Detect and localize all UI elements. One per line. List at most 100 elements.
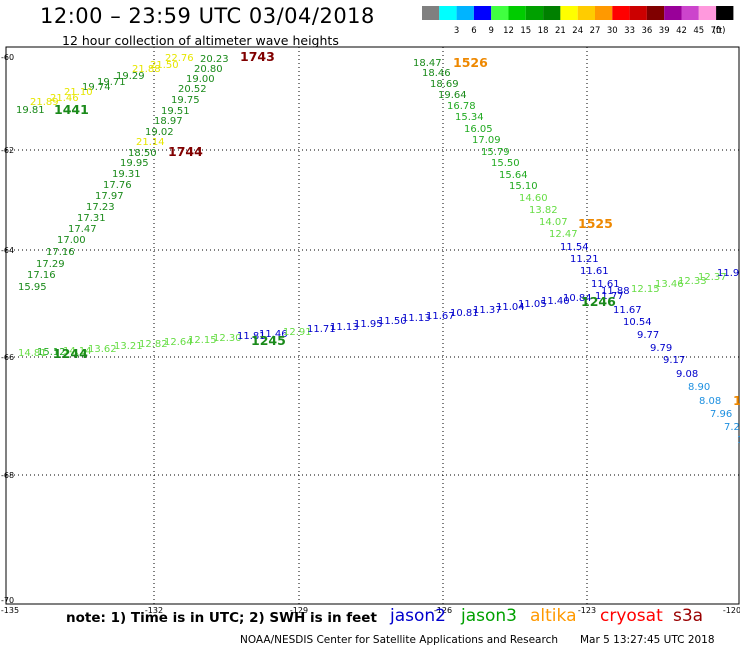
swh-label: 7.2 (724, 422, 740, 433)
swh-label: 18.46 (422, 68, 451, 79)
credit-line: NOAA/NESDIS Center for Satellite Applica… (240, 634, 558, 646)
legend-label: 27 (590, 26, 601, 36)
latitude-label: -60 (1, 53, 14, 62)
legend-swatch (456, 6, 474, 20)
swh-label: 12.30 (213, 333, 242, 344)
legend-label: 12 (503, 26, 514, 36)
swh-label: 20.80 (194, 64, 223, 75)
legend-label: 42 (676, 26, 687, 36)
swh-label: 18.47 (413, 58, 442, 69)
swh-label: 14.14 (63, 346, 92, 357)
swh-label: 15.50 (491, 158, 520, 169)
swh-label: 9.08 (676, 369, 698, 380)
swh-label: 19.00 (186, 74, 215, 85)
longitude-label: -129 (290, 606, 308, 615)
latitude-label: -62 (1, 146, 14, 155)
longitude-label: -135 (1, 606, 19, 615)
swh-label: 15.34 (455, 112, 484, 123)
swh-label: 12.15 (188, 335, 217, 346)
color-legend: 3 6 9 12 15 18 21 24 27 30 33 36 39 42 45 70(ft) (422, 6, 734, 36)
legend-label: 30 (607, 26, 618, 36)
swh-label: 12.64 (164, 337, 193, 348)
swh-label: 18.69 (430, 79, 459, 90)
swh-label: 14.81 (18, 348, 47, 359)
swh-label: 11.13 (330, 322, 359, 333)
swh-label: 11.37 (473, 305, 502, 316)
legend-swatch (473, 6, 492, 20)
legend-label: 45 (693, 26, 704, 36)
swh-label: 19.31 (112, 169, 141, 180)
swh-label: 17.47 (68, 224, 97, 235)
legend-swatch (508, 6, 526, 20)
swh-label: 13.46 (655, 279, 684, 290)
swh-label: 15.95 (18, 282, 47, 293)
satellite-s3a: s3a (673, 606, 704, 626)
swh-label: 16.05 (464, 124, 493, 135)
swh-label: 12.15 (631, 284, 660, 295)
swh-label: 11.88 (601, 286, 630, 297)
swh-label: 11.54 (560, 242, 589, 253)
swh-label: 17.76 (103, 180, 132, 191)
swh-label: 18.97 (154, 116, 183, 127)
satellite-cryosat: cryosat (600, 606, 663, 626)
legend-swatch (664, 6, 682, 20)
swh-label: 11.04 (496, 302, 525, 313)
legend-swatch (525, 6, 544, 20)
legend-swatch (646, 6, 665, 20)
legend-swatch (577, 6, 595, 20)
legend-label: 9 (488, 26, 493, 36)
swh-label: 10.54 (623, 317, 652, 328)
swh-label: 11.05 (518, 299, 547, 310)
legend-label: 15 (520, 26, 531, 36)
swh-label: 20.52 (178, 84, 207, 95)
swh-label: 18.50 (128, 148, 157, 159)
legend-swatch (439, 6, 457, 20)
swh-label: 11.61 (591, 279, 620, 290)
legend-swatch (543, 6, 561, 20)
swh-label: 9.79 (650, 343, 672, 354)
swh-label: 11.71 (307, 324, 336, 335)
legend-label: 70 (711, 26, 722, 36)
swh-label: 1 (737, 435, 740, 446)
satellite-jason3: jason3 (461, 606, 517, 626)
legend-swatch (629, 6, 647, 20)
swh-label: 17.23 (86, 202, 115, 213)
pass-time-label: 1 (733, 393, 740, 408)
swh-label: 19.02 (145, 127, 174, 138)
swh-label: 11.81 (237, 331, 266, 342)
swh-label: 15.10 (509, 181, 538, 192)
legend-label: 39 (659, 26, 670, 36)
legend-swatch (560, 6, 578, 20)
legend-label: 21 (555, 26, 566, 36)
swh-label: 19.29 (116, 71, 145, 82)
swh-label: 19.51 (161, 106, 190, 117)
swh-label: 19.95 (120, 158, 149, 169)
legend-swatch (698, 6, 717, 20)
legend-swatch (612, 6, 630, 20)
latitude-label: -68 (1, 471, 14, 480)
satellite-jason2: jason2 (390, 606, 446, 626)
pass-time-label: 1441 (54, 102, 89, 117)
map-frame (5, 46, 740, 605)
swh-label: 10.81 (450, 308, 479, 319)
swh-label: 14.07 (539, 217, 568, 228)
swh-label: 8.08 (699, 396, 721, 407)
swh-label: 21.14 (136, 137, 165, 148)
latitude-label: -66 (1, 353, 14, 362)
legend-swatch (491, 6, 509, 20)
legend-swatch (422, 6, 440, 20)
satellite-altika: altika (530, 606, 577, 626)
footnote: note: 1) Time is in UTC; 2) SWH is in fe… (66, 610, 377, 626)
swh-label: 13.62 (88, 344, 117, 355)
swh-label: 22.76 (165, 53, 194, 64)
swh-label: 11.46 (259, 329, 288, 340)
swh-label: 11.67 (426, 311, 455, 322)
swh-label: 21.10 (64, 87, 93, 98)
generated-timestamp: Mar 5 13:27:45 UTC 2018 (580, 634, 715, 646)
swh-label: 11.40 (541, 296, 570, 307)
swh-label: 21.89 (30, 97, 59, 108)
swh-label: 16.78 (447, 101, 476, 112)
swh-label: 9.17 (663, 355, 685, 366)
pass-time-label: 1245 (251, 333, 286, 348)
